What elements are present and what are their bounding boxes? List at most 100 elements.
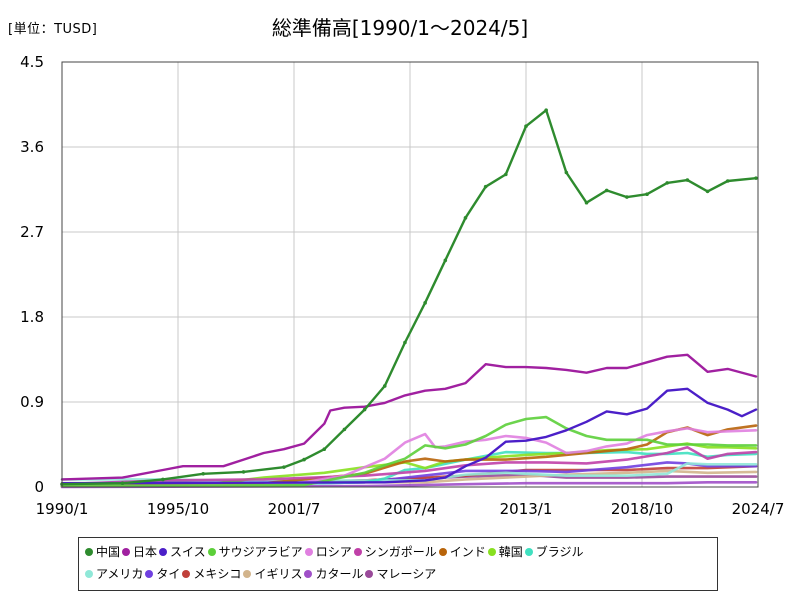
legend-row: アメリカ タイ メキシコ イギリス カタール マレーシア bbox=[85, 563, 711, 585]
data-point bbox=[483, 184, 488, 189]
legend-label: メキシコ bbox=[193, 567, 242, 581]
legend-label: タイ bbox=[156, 567, 181, 581]
x-tick-label: 2001/7 bbox=[268, 500, 321, 518]
legend-item: メキシコ bbox=[182, 563, 241, 585]
chart-title: 総準備高[1990/1～2024/5] bbox=[271, 16, 529, 40]
legend-label: ロシア bbox=[315, 545, 352, 559]
legend-label: サウジアラビア bbox=[218, 545, 303, 559]
data-point bbox=[665, 181, 670, 185]
x-tick-label: 1995/10 bbox=[147, 500, 209, 518]
legend: 中国 日本 スイス サウジアラビア ロシア シンガポール インド 韓国 ブラジル アメリカ タイメ… bbox=[78, 537, 718, 591]
data-point bbox=[161, 477, 165, 482]
data-point bbox=[584, 200, 589, 205]
legend-label: シンガポール bbox=[364, 545, 437, 559]
data-point bbox=[120, 481, 125, 486]
data-point bbox=[403, 340, 407, 345]
plot-frame bbox=[61, 61, 759, 488]
legend-marker bbox=[487, 548, 496, 556]
legend-item: 中国 bbox=[85, 541, 120, 563]
data-point bbox=[322, 447, 327, 452]
legend-marker bbox=[145, 570, 154, 578]
data-point bbox=[302, 457, 306, 462]
legend-label: 中国 bbox=[96, 545, 121, 559]
series-line bbox=[60, 481, 758, 489]
legend-label: イギリス bbox=[254, 567, 303, 581]
data-point bbox=[604, 188, 609, 193]
series-line bbox=[60, 353, 758, 481]
legend-item: スイス bbox=[159, 541, 206, 563]
legend-label: カタール bbox=[315, 567, 364, 581]
data-point bbox=[443, 258, 448, 263]
series-line bbox=[60, 427, 758, 488]
legend-marker bbox=[438, 548, 447, 556]
y-tick-label: 3.6 bbox=[20, 138, 44, 156]
data-point bbox=[241, 470, 246, 474]
legend-label: インド bbox=[449, 545, 486, 559]
y-tick-label: 4.5 bbox=[20, 53, 44, 71]
legend-item: サウジアラビア bbox=[207, 541, 303, 563]
x-tick-label: 2007/4 bbox=[384, 500, 437, 518]
unit-label: [単位：TUSD] bbox=[8, 22, 98, 37]
legend-marker bbox=[207, 548, 216, 556]
legend-label: 日本 bbox=[133, 545, 158, 559]
legend-item: ロシア bbox=[304, 541, 352, 563]
y-tick-label: 2.7 bbox=[20, 223, 44, 241]
x-tick-label: 2024/7 bbox=[732, 500, 785, 518]
y-tick-label: 0 bbox=[34, 478, 44, 496]
data-point bbox=[423, 301, 427, 305]
x-tick-label: 2013/1 bbox=[500, 500, 553, 518]
y-tick-label: 0.9 bbox=[20, 393, 44, 411]
y-tick-label: 1.8 bbox=[20, 308, 44, 326]
legend-item: マレーシア bbox=[365, 563, 436, 585]
data-point bbox=[754, 176, 758, 180]
legend-item: タイ bbox=[145, 563, 180, 585]
data-point bbox=[524, 124, 528, 129]
data-point bbox=[685, 178, 690, 182]
legend-marker bbox=[524, 548, 533, 556]
x-tick-label: 2018/10 bbox=[611, 500, 673, 518]
data-point bbox=[504, 172, 508, 177]
series-line bbox=[60, 109, 758, 486]
legend-marker bbox=[182, 570, 191, 578]
data-point bbox=[362, 407, 367, 412]
legend-item: シンガポール bbox=[353, 541, 437, 563]
series-line bbox=[60, 387, 758, 485]
legend-marker bbox=[304, 570, 313, 578]
series-line bbox=[60, 446, 758, 486]
legend-marker bbox=[304, 548, 313, 556]
legend-item: 韓国 bbox=[487, 541, 523, 563]
legend-marker bbox=[353, 548, 362, 556]
legend-label: ブラジル bbox=[535, 545, 584, 559]
data-point bbox=[705, 189, 710, 194]
data-point bbox=[564, 170, 569, 175]
legend-marker bbox=[159, 548, 168, 556]
legend-label: 韓国 bbox=[498, 545, 523, 559]
data-point bbox=[463, 216, 468, 220]
data-point bbox=[201, 471, 206, 476]
data-point bbox=[282, 465, 286, 469]
legend-label: アメリカ bbox=[96, 567, 144, 581]
data-point bbox=[645, 192, 649, 197]
legend-item: 日本 bbox=[122, 541, 157, 563]
legend-item: イギリス bbox=[243, 563, 302, 585]
x-tick-label: 1990/1 bbox=[36, 500, 89, 518]
data-point bbox=[544, 108, 548, 112]
legend-item: アメリカ bbox=[85, 563, 143, 585]
legend-item: インド bbox=[438, 541, 486, 563]
legend-row: 中国 日本 スイス サウジアラビア ロシア シンガポール インド 韓国 ブラジル bbox=[85, 541, 711, 563]
legend-item: ブラジル bbox=[524, 541, 584, 563]
legend-label: マレーシア bbox=[376, 567, 437, 581]
series-line bbox=[60, 415, 758, 488]
data-point bbox=[725, 179, 730, 183]
data-point bbox=[382, 384, 387, 388]
legend-marker bbox=[85, 570, 93, 578]
legend-marker bbox=[85, 548, 93, 556]
legend-marker bbox=[365, 570, 374, 578]
data-point bbox=[625, 195, 629, 199]
legend-item: カタール bbox=[304, 563, 363, 585]
legend-marker bbox=[243, 570, 252, 578]
legend-label: スイス bbox=[170, 545, 206, 559]
data-point bbox=[342, 427, 347, 432]
legend-marker bbox=[122, 548, 131, 556]
